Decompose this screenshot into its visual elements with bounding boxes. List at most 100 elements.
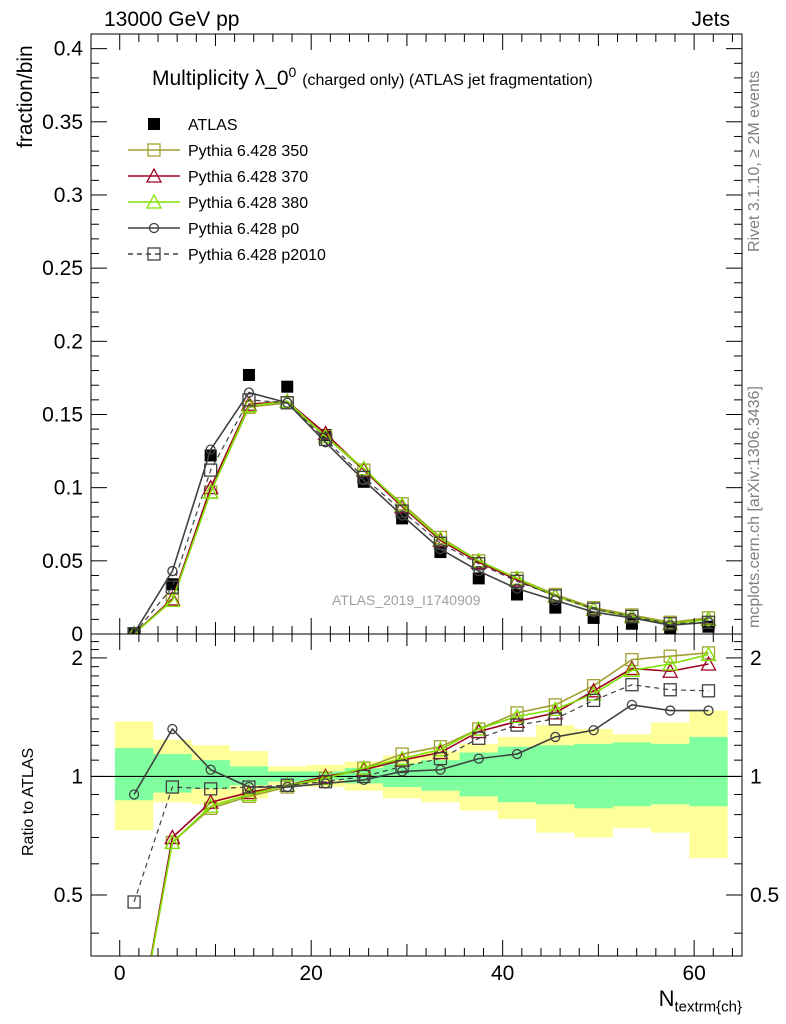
main-point-pythia-6-428-p0 xyxy=(588,606,599,618)
main-y-tick-label: 0.1 xyxy=(54,477,83,500)
legend-label-pythia-6-428-370: Pythia 6.428 370 xyxy=(188,169,308,186)
ratio-point-pythia-6-428-350 xyxy=(625,652,639,667)
ratio-point-pythia-6-428-350 xyxy=(663,649,677,663)
ratio-line-pythia-6-428-p0 xyxy=(133,704,709,795)
ratio-point-pythia-6-428-380 xyxy=(432,741,449,757)
main-point-pythia-6-428-p2010 xyxy=(395,504,409,518)
beam-label: 13000 GeV pp xyxy=(104,8,240,31)
main-point-pythia-6-428-p2010 xyxy=(625,609,639,624)
main-point-pythia-6-428-p0 xyxy=(205,444,216,455)
ratio-point-pythia-6-428-p0 xyxy=(167,723,178,735)
ratio-point-pythia-6-428-p0 xyxy=(588,725,599,736)
ratio-point-pythia-6-428-p2010 xyxy=(204,782,218,796)
main-point-pythia-6-428-p0 xyxy=(320,437,331,448)
ratio-point-pythia-6-428-p2010 xyxy=(127,895,141,909)
ratio-y-tick-label-right: 0.5 xyxy=(750,884,779,907)
main-y-tick-label: 0.3 xyxy=(54,184,83,207)
main-point-pythia-6-428-p0 xyxy=(703,617,714,628)
ratio-point-pythia-6-428-p2010 xyxy=(625,678,639,692)
ratio-point-pythia-6-428-p0 xyxy=(626,699,638,710)
main-point-atlas xyxy=(128,627,141,634)
legend-marker-pythia-6-428-380 xyxy=(145,193,163,209)
main-point-pythia-6-428-p2010 xyxy=(472,557,486,571)
mcplots-watermark: mcplots.cern.ch [arXiv:1306.3436] xyxy=(746,386,763,628)
ratio-point-pythia-6-428-p0 xyxy=(205,764,216,775)
ratio-point-pythia-6-428-380 xyxy=(623,661,640,677)
main-point-pythia-6-428-p2010 xyxy=(663,617,677,631)
main-y-tick-label: 0.4 xyxy=(54,38,84,61)
ratio-point-pythia-6-428-p0 xyxy=(473,753,484,764)
main-y-tick-label: 0 xyxy=(71,623,83,646)
x-axis-label: Ntextrm{ch} xyxy=(659,986,742,1015)
ratio-point-pythia-6-428-350 xyxy=(548,698,562,712)
ratio-point-pythia-6-428-380 xyxy=(240,786,258,802)
ratio-point-pythia-6-428-380 xyxy=(662,655,679,671)
main-point-pythia-6-428-380 xyxy=(355,460,372,476)
main-point-pythia-6-428-p2010 xyxy=(242,393,256,407)
legend-label-pythia-6-428-380: Pythia 6.428 380 xyxy=(188,195,308,212)
main-point-pythia-6-428-p2010 xyxy=(318,432,333,447)
ratio-point-pythia-6-428-p0 xyxy=(358,774,369,786)
ratio-point-pythia-6-428-p0 xyxy=(128,789,140,800)
ratio-y-tick-label: 0.5 xyxy=(54,884,83,907)
ratio-y-tick-label: 1 xyxy=(71,765,83,788)
x-axis-label-sub: textrm{ch} xyxy=(674,998,742,1016)
legend-label-atlas: ATLAS xyxy=(188,117,238,134)
main-point-pythia-6-428-p2010 xyxy=(165,580,180,594)
main-point-pythia-6-428-380 xyxy=(202,483,219,499)
ratio-y-tick-label-right: 1 xyxy=(750,765,762,788)
ratio-point-pythia-6-428-p2010 xyxy=(318,775,333,789)
legend-marker-atlas xyxy=(148,118,160,130)
ratio-line-pythia-6-428-370 xyxy=(150,663,709,956)
ratio-band-green xyxy=(651,743,690,805)
main-point-pythia-6-428-p2010 xyxy=(586,602,601,616)
ratio-series-layer xyxy=(127,646,717,956)
main-point-pythia-6-428-p0 xyxy=(511,583,523,594)
ratio-point-pythia-6-428-380 xyxy=(508,708,526,724)
ratio-point-pythia-6-428-p2010 xyxy=(472,731,486,745)
main-line-pythia-6-428-p2010 xyxy=(133,399,709,634)
ratio-point-pythia-6-428-p2010 xyxy=(510,718,524,732)
legend-label-pythia-6-428-350: Pythia 6.428 350 xyxy=(188,143,308,160)
main-y-axis-label: fraction/bin xyxy=(14,45,37,148)
main-point-pythia-6-428-380 xyxy=(164,591,181,607)
chart-title: Multiplicity λ_00 (charged only) (ATLAS … xyxy=(152,64,593,91)
main-y-tick-label: 0.15 xyxy=(42,403,83,426)
main-y-tick-label: 0.25 xyxy=(42,257,83,280)
ratio-y-axis-label: Ratio to ATLAS xyxy=(20,747,37,856)
main-point-pythia-6-428-370 xyxy=(394,498,411,514)
rivet-watermark: Rivet 3.1.10, ≥ 2M events xyxy=(746,70,763,252)
chart-title-main: Multiplicity λ_0 xyxy=(152,67,289,90)
ratio-bands xyxy=(114,710,728,859)
ratio-line-pythia-6-428-p2010 xyxy=(133,684,709,903)
ratio-point-pythia-6-428-370 xyxy=(240,784,258,800)
main-point-atlas xyxy=(396,512,409,525)
legend-label-pythia-6-428-p2010: Pythia 6.428 p2010 xyxy=(188,247,326,264)
ratio-point-pythia-6-428-p2010 xyxy=(433,751,448,766)
main-point-pythia-6-428-p0 xyxy=(473,565,484,577)
legend-marker-pythia-6-428-p2010 xyxy=(147,247,161,261)
ratio-point-pythia-6-428-p0 xyxy=(511,748,523,760)
ratio-band-green xyxy=(153,754,192,793)
ratio-line-pythia-6-428-350 xyxy=(150,652,709,956)
axis-tick-labels: 00.050.10.150.20.250.30.350.40 20 40 600.5 0… xyxy=(42,38,779,985)
ratio-point-pythia-6-428-p2010 xyxy=(586,693,601,708)
ratio-point-pythia-6-428-380 xyxy=(700,646,717,662)
ratio-point-pythia-6-428-370 xyxy=(508,712,526,729)
chart-title-sup: 0 xyxy=(288,64,297,80)
ratio-point-pythia-6-428-p0 xyxy=(550,731,561,743)
ratio-line-pythia-6-428-380 xyxy=(150,653,709,956)
main-point-pythia-6-428-p2010 xyxy=(204,463,218,477)
legend-marker-pythia-6-428-370 xyxy=(145,167,163,183)
ratio-point-pythia-6-428-p2010 xyxy=(242,780,256,794)
main-point-atlas xyxy=(242,368,255,381)
ratio-band-green xyxy=(689,736,728,807)
main-point-pythia-6-428-370 xyxy=(164,590,181,606)
main-point-pythia-6-428-p2010 xyxy=(701,615,716,629)
main-y-tick-label: 0.2 xyxy=(54,330,83,353)
ratio-point-pythia-6-428-p2010 xyxy=(357,769,371,784)
ratio-point-pythia-6-428-380 xyxy=(547,701,564,717)
x-tick-label: 60 xyxy=(682,962,705,985)
legend-marker-pythia-6-428-p0 xyxy=(148,222,160,234)
